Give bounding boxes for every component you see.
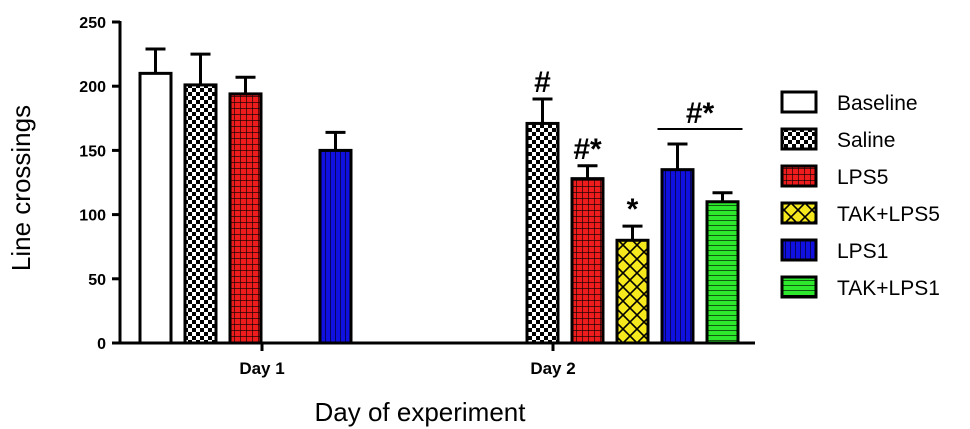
legend-item: TAK+LPS5	[780, 201, 940, 226]
bar-baseline-day-1	[138, 71, 173, 345]
legend-item: Baseline	[780, 90, 918, 115]
legend-swatch	[780, 201, 818, 225]
legend-item: Saline	[780, 127, 895, 152]
legend-item: LPS1	[780, 238, 888, 263]
bar-saline-day-1	[183, 83, 218, 345]
y-axis-title: Line crossings	[6, 105, 36, 271]
legend-swatch	[780, 90, 818, 114]
legend-label: TAK+LPS5	[837, 203, 940, 226]
legend: Baseline Saline LPS5 TAK+LPS5 LPS1 TAK+LPS1	[780, 90, 940, 300]
y-tick-label: 50	[88, 272, 106, 289]
bar-lps1-day-2	[660, 168, 695, 345]
bar-saline-day-2	[525, 121, 560, 345]
y-tick-label: 250	[79, 15, 106, 32]
legend-label: LPS5	[837, 166, 888, 189]
legend-swatch	[780, 275, 818, 299]
bar-lps1-day-1	[318, 148, 353, 345]
x-axis: Day 1 Day 2	[119, 341, 755, 378]
y-tick-label: 150	[79, 143, 106, 160]
legend-label: LPS1	[837, 240, 888, 263]
significance-label: *	[627, 193, 639, 226]
legend-label: Baseline	[837, 92, 918, 115]
legend-label: Saline	[837, 129, 895, 152]
y-tick-label: 100	[79, 208, 106, 225]
y-tick-label: 200	[79, 79, 106, 96]
significance-label: #*	[686, 97, 715, 130]
y-axis: 0 50 100 150 200 250	[79, 15, 122, 353]
bar-tak-lps1-day-2	[705, 200, 740, 345]
legend-item: TAK+LPS1	[780, 275, 940, 300]
x-axis-title: Day of experiment	[315, 397, 527, 427]
y-tick-label: 0	[97, 336, 106, 353]
annotations: # #* * #*	[534, 66, 743, 226]
x-tick-label: Day 1	[239, 359, 284, 378]
x-tick-label: Day 2	[530, 359, 575, 378]
legend-swatch	[780, 127, 818, 151]
bars	[138, 47, 740, 345]
bar-tak-lps5-day-2	[615, 238, 650, 345]
legend-label: TAK+LPS1	[837, 277, 940, 300]
significance-label: #*	[573, 133, 602, 166]
legend-item: LPS5	[780, 164, 888, 189]
bar-lps5-day-1	[228, 92, 263, 345]
legend-swatch	[780, 164, 818, 188]
legend-swatch	[780, 238, 818, 262]
bar-lps5-day-2	[570, 177, 605, 345]
significance-label: #	[534, 66, 551, 99]
